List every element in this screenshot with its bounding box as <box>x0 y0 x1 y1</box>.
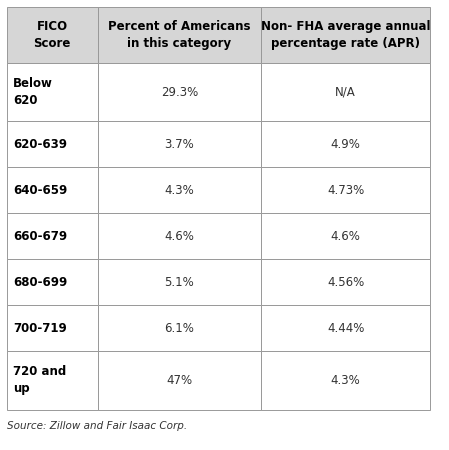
Text: N/A: N/A <box>335 86 356 99</box>
Bar <box>7 259 98 305</box>
Bar <box>7 167 98 213</box>
Bar <box>98 305 261 351</box>
Text: 4.6%: 4.6% <box>164 230 194 243</box>
Text: 29.3%: 29.3% <box>161 86 198 99</box>
Text: 4.6%: 4.6% <box>331 230 361 243</box>
Text: 6.1%: 6.1% <box>164 322 194 335</box>
Text: 700-719: 700-719 <box>13 322 67 335</box>
Bar <box>98 351 261 410</box>
Text: 4.73%: 4.73% <box>327 184 364 197</box>
Text: 4.44%: 4.44% <box>327 322 364 335</box>
Text: Source: Zillow and Fair Isaac Corp.: Source: Zillow and Fair Isaac Corp. <box>7 421 187 431</box>
Bar <box>98 259 261 305</box>
Text: 640-659: 640-659 <box>13 184 67 197</box>
Text: 660-679: 660-679 <box>13 230 67 243</box>
Bar <box>98 213 261 259</box>
Bar <box>7 305 98 351</box>
Text: Below
620: Below 620 <box>13 77 53 107</box>
Text: 5.1%: 5.1% <box>164 276 194 289</box>
Text: 680-699: 680-699 <box>13 276 67 289</box>
Bar <box>261 351 431 410</box>
Bar <box>7 213 98 259</box>
Text: 47%: 47% <box>166 374 192 387</box>
Text: 3.7%: 3.7% <box>164 138 194 151</box>
Bar <box>98 167 261 213</box>
Bar <box>98 63 261 122</box>
Bar <box>98 7 261 63</box>
Text: 4.9%: 4.9% <box>331 138 361 151</box>
Text: 4.3%: 4.3% <box>164 184 194 197</box>
Text: 4.56%: 4.56% <box>327 276 364 289</box>
Text: Percent of Americans
in this category: Percent of Americans in this category <box>108 20 251 50</box>
Bar <box>261 63 431 122</box>
Bar <box>261 167 431 213</box>
Bar <box>261 305 431 351</box>
Bar <box>261 7 431 63</box>
Bar <box>7 63 98 122</box>
Text: Non- FHA average annual
percentage rate (APR): Non- FHA average annual percentage rate … <box>261 20 431 50</box>
Bar <box>261 259 431 305</box>
Text: FICO
Score: FICO Score <box>33 20 71 50</box>
Bar <box>261 213 431 259</box>
Text: 620-639: 620-639 <box>13 138 67 151</box>
Bar <box>7 351 98 410</box>
Bar <box>98 122 261 167</box>
Text: 720 and
up: 720 and up <box>13 365 66 395</box>
Bar <box>7 122 98 167</box>
Text: 4.3%: 4.3% <box>331 374 361 387</box>
Bar <box>261 122 431 167</box>
Bar <box>7 7 98 63</box>
